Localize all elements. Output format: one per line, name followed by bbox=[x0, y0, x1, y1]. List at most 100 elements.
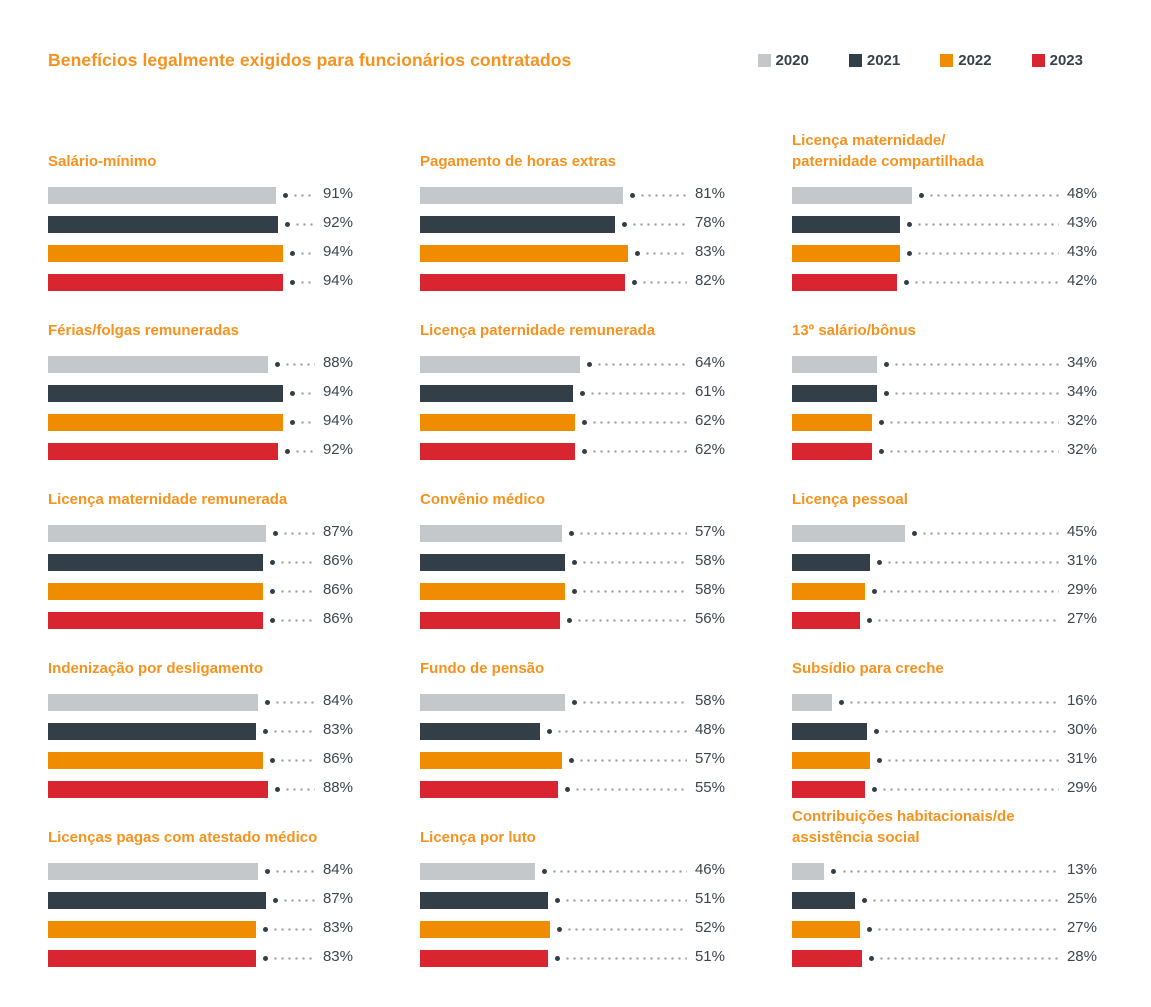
leader-line bbox=[848, 701, 1059, 704]
leader-dot bbox=[622, 222, 627, 227]
leader-line bbox=[563, 899, 687, 902]
panel-title: Licença por luto bbox=[420, 829, 536, 846]
legend-item-2020: 2020 bbox=[757, 51, 809, 69]
chart-header: Benefícios legalmente exigidos para func… bbox=[0, 0, 1151, 74]
leader-line bbox=[271, 957, 315, 960]
bar-row-2020: 91% bbox=[48, 181, 353, 210]
bar-row-2022: 31% bbox=[792, 746, 1097, 775]
leader-dot bbox=[272, 898, 278, 903]
leader-line bbox=[631, 223, 687, 226]
leader-line bbox=[576, 619, 687, 622]
leader-dot bbox=[569, 531, 575, 536]
value-label: 57% bbox=[694, 523, 725, 540]
bar-row-2022: 83% bbox=[48, 915, 353, 944]
value-label: 78% bbox=[694, 214, 725, 231]
leader-dot bbox=[572, 589, 577, 594]
value-label: 25% bbox=[1066, 890, 1097, 907]
leader-dot bbox=[879, 420, 884, 425]
leader-line bbox=[299, 281, 315, 284]
bar-row-2021: 31% bbox=[792, 548, 1097, 577]
value-label: 94% bbox=[322, 272, 353, 289]
leader-line bbox=[556, 730, 687, 733]
value-label: 48% bbox=[1066, 185, 1097, 202]
bar-2022 bbox=[420, 583, 565, 600]
value-label: 58% bbox=[694, 581, 725, 598]
leader-dot bbox=[290, 420, 295, 425]
value-label: 94% bbox=[322, 243, 353, 260]
leader-line bbox=[551, 870, 687, 873]
value-label: 83% bbox=[322, 948, 353, 965]
panel-title-box: Fundo de pensão bbox=[420, 635, 725, 679]
legend-swatch-2020 bbox=[757, 53, 771, 67]
bar-row-2022: 86% bbox=[48, 577, 353, 606]
legend-label: 2020 bbox=[775, 51, 809, 69]
value-label: 48% bbox=[694, 721, 725, 738]
leader-dot bbox=[903, 280, 909, 285]
panel-title: Salário-mínimo bbox=[48, 153, 157, 170]
leader-dot bbox=[282, 193, 288, 198]
leader-line bbox=[299, 252, 315, 255]
bar-row-2022: 52% bbox=[420, 915, 725, 944]
bar-2022 bbox=[420, 752, 563, 769]
bar-row-2020: 81% bbox=[420, 181, 725, 210]
leader-dot bbox=[275, 787, 280, 792]
bar-2023 bbox=[420, 443, 575, 460]
value-label: 42% bbox=[1066, 272, 1097, 289]
legend-label: 2023 bbox=[1049, 51, 1083, 69]
leader-dot bbox=[264, 700, 270, 705]
value-label: 62% bbox=[694, 412, 725, 429]
bar-row-2022: 83% bbox=[420, 239, 725, 268]
leader-line bbox=[273, 701, 315, 704]
leader-dot bbox=[556, 927, 562, 932]
panel-title: Contribuições habitacionais/de assistênc… bbox=[792, 808, 1015, 846]
leader-dot bbox=[270, 560, 275, 565]
bar-2020 bbox=[792, 694, 832, 711]
leader-dot bbox=[262, 927, 268, 932]
bar-row-2022: 29% bbox=[792, 577, 1097, 606]
leader-line bbox=[878, 957, 1059, 960]
panel-title: Férias/folgas remuneradas bbox=[48, 322, 239, 339]
bar-2020 bbox=[48, 694, 258, 711]
value-label: 56% bbox=[694, 610, 725, 627]
bar-2023 bbox=[792, 612, 860, 629]
value-label: 62% bbox=[694, 441, 725, 458]
bar-2021 bbox=[48, 554, 263, 571]
value-label: 87% bbox=[322, 890, 353, 907]
leader-dot bbox=[264, 869, 270, 874]
value-label: 34% bbox=[1066, 354, 1097, 371]
leader-line bbox=[299, 421, 315, 424]
leader-dot bbox=[554, 898, 560, 903]
bar-row-2023: 27% bbox=[792, 606, 1097, 635]
bar-row-2023: 94% bbox=[48, 268, 353, 297]
leader-line bbox=[875, 619, 1059, 622]
bar-2021 bbox=[420, 385, 573, 402]
value-label: 55% bbox=[694, 779, 725, 796]
leader-dot bbox=[906, 251, 912, 256]
bar-2020 bbox=[420, 694, 565, 711]
leader-dot bbox=[582, 449, 587, 454]
bar-2020 bbox=[48, 525, 266, 542]
value-label: 43% bbox=[1066, 214, 1097, 231]
leader-line bbox=[563, 957, 687, 960]
leader-line bbox=[581, 561, 687, 564]
panel-title-box: Contribuições habitacionais/de assistênc… bbox=[792, 804, 1097, 848]
leader-line bbox=[294, 450, 315, 453]
leader-dot bbox=[262, 729, 268, 734]
leader-line bbox=[279, 590, 315, 593]
bar-2022 bbox=[420, 414, 575, 431]
panel-title: Licença maternidade remunerada bbox=[48, 491, 288, 508]
panel-title: Licença maternidade/ paternidade compart… bbox=[792, 132, 984, 170]
chart-panel: Pagamento de horas extras 81% 78% 83% 82% bbox=[420, 128, 725, 297]
bar-row-2021: 34% bbox=[792, 379, 1097, 408]
bar-row-2021: 58% bbox=[420, 548, 725, 577]
bar-2023 bbox=[48, 950, 256, 967]
leader-dot bbox=[579, 391, 585, 396]
bar-row-2023: 88% bbox=[48, 775, 353, 804]
bar-row-2022: 58% bbox=[420, 577, 725, 606]
leader-line bbox=[920, 532, 1059, 535]
legend-label: 2021 bbox=[866, 51, 901, 69]
small-multiples-grid: Salário-mínimo 91% 92% 94% 94% Pagamento de h… bbox=[48, 128, 1151, 973]
bar-2023 bbox=[420, 781, 558, 798]
page-title: Benefícios legalmente exigidos para func… bbox=[48, 49, 572, 70]
legend-swatch-2022 bbox=[940, 53, 954, 67]
